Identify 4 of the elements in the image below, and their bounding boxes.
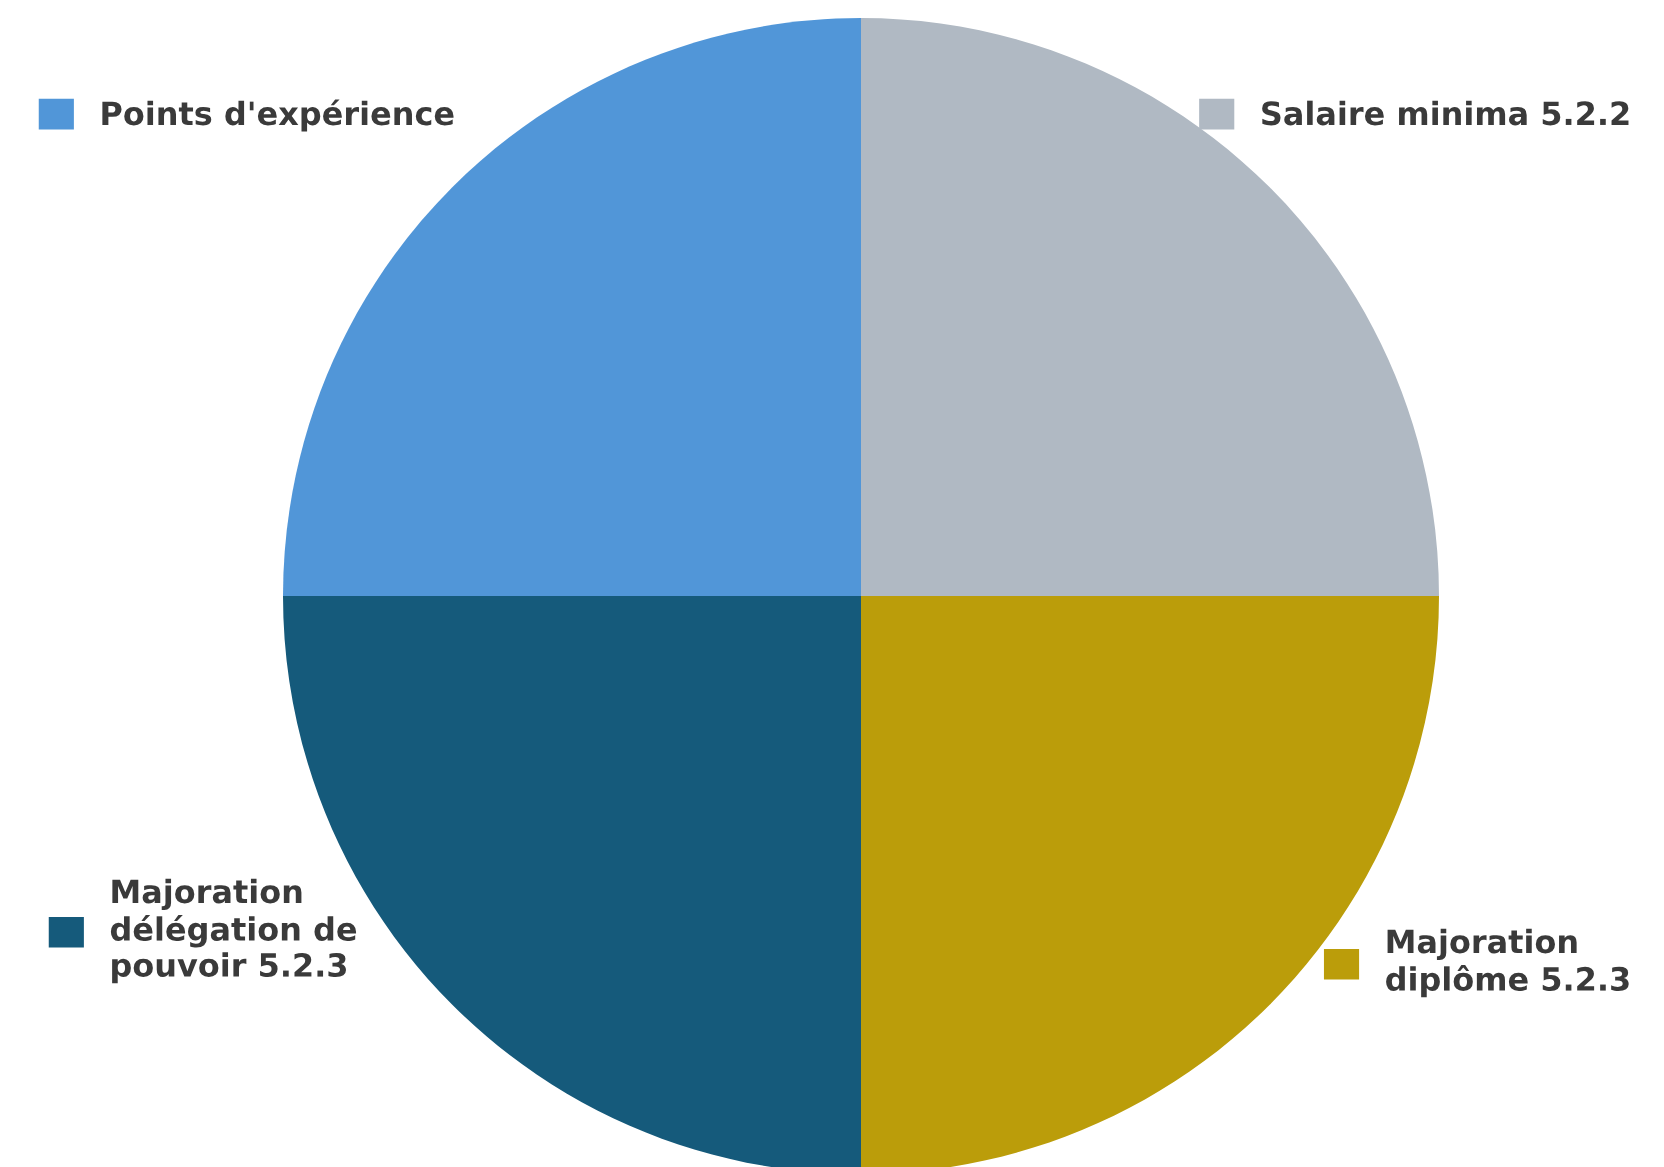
legend-label: Majoration délégation de pouvoir 5.2.3 <box>110 878 357 984</box>
legend-label: Majoration diplôme 5.2.3 <box>1386 928 1629 998</box>
legend-label: Salaire minima 5.2.2 <box>1262 100 1629 126</box>
legend-label: Points d'expérience <box>102 99 454 132</box>
